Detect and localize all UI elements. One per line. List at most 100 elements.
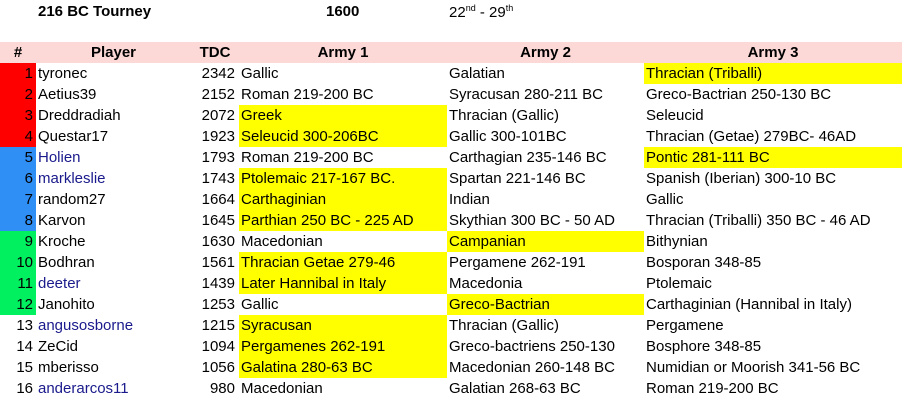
tdc-cell: 1094 [201, 338, 235, 355]
table-row: 12 Janohito 1253 Gallic Greco-Bactrian C… [0, 294, 902, 315]
rank-cell: 12 [0, 294, 36, 315]
tdc-cell: 980 [209, 380, 235, 397]
army-3-cell: Bosphore 348-85 [646, 338, 762, 355]
army-3-cell: Thracian (Triballi) [644, 63, 902, 84]
player-cell: Dreddradiah [38, 107, 121, 124]
tdc-cell: 1215 [201, 317, 235, 334]
army-3-cell: Pontic 281-111 BC [644, 147, 902, 168]
army-3-cell: Bosporan 348-85 [646, 254, 762, 271]
rank-cell: 4 [0, 126, 36, 147]
table-row: 7 random27 1664 Carthaginian Indian Gall… [0, 189, 902, 210]
date-start: 22 [449, 4, 466, 21]
table-row: 15 mberisso 1056 Galatina 280-63 BC Mace… [0, 357, 902, 378]
table-row: 14 ZeCid 1094 Pergamenes 262-191 Greco-b… [0, 336, 902, 357]
table-row: 13 angusosborne 1215 Syracusan Thracian … [0, 315, 902, 336]
tourney-year: 1600 [326, 3, 360, 20]
header-army-1: Army 1 [239, 42, 447, 63]
army-3-cell: Numidian or Moorish 341-56 BC [646, 359, 861, 376]
player-cell: random27 [38, 191, 106, 208]
army-1-cell: Gallic [241, 65, 279, 82]
army-3-cell: Spanish (Iberian) 300-10 BC [646, 170, 837, 187]
army-1-cell: Greek [239, 105, 447, 126]
tdc-cell: 1664 [201, 191, 235, 208]
army-2-cell: Galatian 268-63 BC [449, 380, 581, 397]
army-3-cell: Thracian (Getae) 279BC- 46AD [646, 128, 857, 145]
header-army-2: Army 2 [447, 42, 644, 63]
rank-cell: 7 [0, 189, 36, 210]
rank-cell: 10 [0, 252, 36, 273]
tdc-cell: 1056 [201, 359, 235, 376]
tdc-cell: 1439 [201, 275, 235, 292]
army-1-cell: Macedonian [241, 233, 323, 250]
tdc-cell: 1253 [201, 296, 235, 313]
army-1-cell: Seleucid 300-206BC [239, 126, 447, 147]
army-2-cell: Thracian (Gallic) [449, 107, 560, 124]
player-link[interactable]: angusosborne [38, 317, 134, 334]
player-cell: Kroche [38, 233, 86, 250]
army-1-cell: Carthaginian [239, 189, 447, 210]
tdc-cell: 2072 [201, 107, 235, 124]
player-cell: tyronec [38, 65, 88, 82]
army-2-cell: Greco-Bactrian [447, 294, 644, 315]
header-army-3: Army 3 [644, 42, 902, 63]
player-cell: ZeCid [38, 338, 79, 355]
rank-cell: 15 [16, 359, 33, 376]
standings-table: # Player TDC Army 1 Army 2 Army 3 1 tyro… [0, 42, 902, 399]
army-3-cell: Pergamene [646, 317, 724, 334]
rank-cell: 11 [0, 273, 36, 294]
army-2-cell: Spartan 221-146 BC [449, 170, 586, 187]
rank-cell: 9 [0, 231, 36, 252]
tourney-title: 216 BC Tourney [38, 3, 152, 20]
army-2-cell: Carthagian 235-146 BC [449, 149, 607, 166]
army-3-cell: Carthaginian (Hannibal in Italy) [646, 296, 852, 313]
table-header-row: # Player TDC Army 1 Army 2 Army 3 [0, 42, 902, 63]
header-player: Player [36, 42, 191, 63]
army-2-cell: Indian [449, 191, 490, 208]
player-cell: Karvon [38, 212, 86, 229]
army-2-cell: Galatian [449, 65, 505, 82]
army-2-cell: Macedonia [449, 275, 523, 292]
player-cell: Questar17 [38, 128, 109, 145]
table-row: 1 tyronec 2342 Gallic Galatian Thracian … [0, 63, 902, 84]
tdc-cell: 1630 [201, 233, 235, 250]
player-link[interactable]: markleslie [38, 170, 106, 187]
tdc-cell: 1743 [201, 170, 235, 187]
tdc-cell: 1793 [201, 149, 235, 166]
tourney-dates: 22nd - 29th [449, 3, 513, 21]
army-3-cell: Thracian (Triballi) 350 BC - 46 AD [646, 212, 871, 229]
table-row: 8 Karvon 1645 Parthian 250 BC - 225 AD S… [0, 210, 902, 231]
table-row: 9 Kroche 1630 Macedonian Campanian Bithy… [0, 231, 902, 252]
player-link[interactable]: Holien [38, 149, 81, 166]
army-1-cell: Pergamenes 262-191 [239, 336, 447, 357]
army-2-cell: Pergamene 262-191 [449, 254, 586, 271]
rank-cell: 1 [0, 63, 36, 84]
army-1-cell: Parthian 250 BC - 225 AD [239, 210, 447, 231]
tdc-cell: 2342 [201, 65, 235, 82]
player-cell: Janohito [38, 296, 95, 313]
table-row: 5 Holien 1793 Roman 219-200 BC Carthagia… [0, 147, 902, 168]
header-bar: 216 BC Tourney 1600 22nd - 29th [0, 3, 902, 23]
army-3-cell: Roman 219-200 BC [646, 380, 779, 397]
army-3-cell: Gallic [646, 191, 684, 208]
rank-cell: 14 [16, 338, 33, 355]
date-start-suffix: nd [465, 3, 476, 13]
player-cell: mberisso [38, 359, 99, 376]
rank-cell: 16 [16, 380, 33, 397]
date-separator: - 29 [475, 4, 506, 21]
table-row: 2 Aetius39 2152 Roman 219-200 BC Syracus… [0, 84, 902, 105]
rank-cell: 2 [0, 84, 36, 105]
army-2-cell: Skythian 300 BC - 50 AD [449, 212, 615, 229]
player-link[interactable]: anderarcos11 [38, 380, 129, 397]
rank-cell: 5 [0, 147, 36, 168]
player-link[interactable]: deeter [38, 275, 81, 292]
rank-cell: 13 [16, 317, 33, 334]
rank-cell: 3 [0, 105, 36, 126]
tdc-cell: 1561 [201, 254, 235, 271]
rank-cell: 6 [0, 168, 36, 189]
table-row: 10 Bodhran 1561 Thracian Getae 279-46 Pe… [0, 252, 902, 273]
army-3-cell: Seleucid [646, 107, 704, 124]
army-2-cell: Thracian (Gallic) [449, 317, 560, 334]
army-2-cell: Campanian [447, 231, 644, 252]
army-2-cell: Macedonian 260-148 BC [449, 359, 615, 376]
rank-cell: 8 [0, 210, 36, 231]
